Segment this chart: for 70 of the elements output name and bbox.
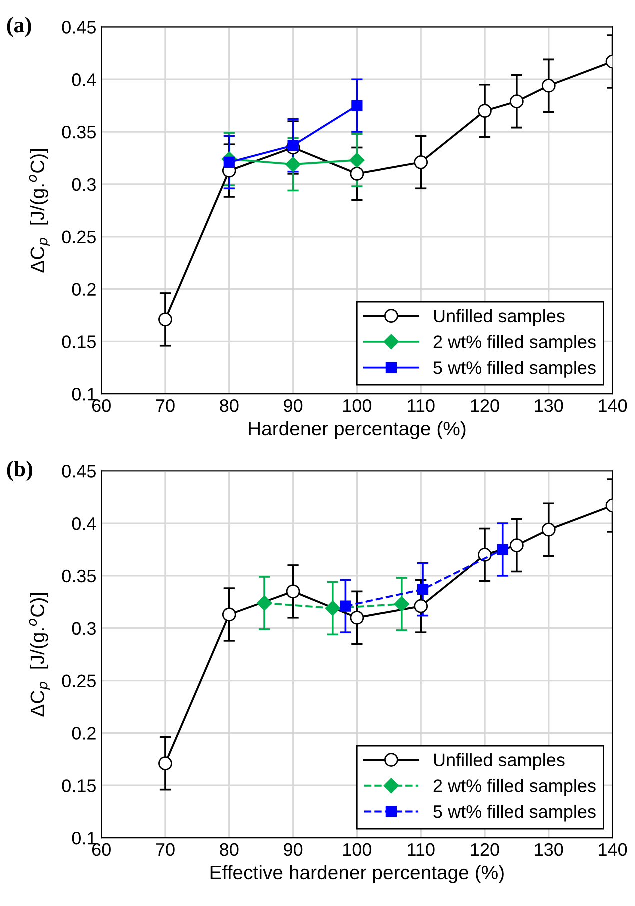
y-tick-label: 0.15 xyxy=(62,336,96,348)
point xyxy=(286,584,300,599)
point xyxy=(286,156,301,172)
point xyxy=(288,140,299,152)
point xyxy=(352,100,363,112)
text: (b) xyxy=(7,461,33,482)
y-tick-label: 0.45 xyxy=(62,21,96,34)
point xyxy=(417,584,429,596)
point xyxy=(510,538,524,552)
y-tick-label: 0.3 xyxy=(72,622,96,636)
legend-label: 2 wt% filled samples xyxy=(434,779,596,796)
point xyxy=(256,596,272,611)
x-tick-label: 120 xyxy=(471,399,500,412)
x-tick-label: 100 xyxy=(344,399,372,412)
point xyxy=(350,610,364,625)
y-tick-label: 0.4 xyxy=(72,74,96,86)
y-tick-label: 0.35 xyxy=(62,570,96,583)
x-tick-label: 130 xyxy=(535,843,564,856)
x-tick-label: 60 xyxy=(92,399,111,412)
y-tick-label: 0.25 xyxy=(62,674,96,688)
point xyxy=(350,167,364,181)
x-tick-label: 120 xyxy=(471,843,500,856)
x-tick-label: 90 xyxy=(284,843,303,856)
point xyxy=(542,78,556,93)
legend-label: 2 wt% filled samples xyxy=(434,335,596,352)
point xyxy=(542,522,556,537)
point xyxy=(350,152,365,168)
y-axis-title: ΔC$_{p}$ [J/(g.$^{o}$C)] xyxy=(29,149,50,273)
x-tick-label: 70 xyxy=(156,399,175,412)
x-tick-label: 80 xyxy=(220,843,239,856)
y-tick-label: 0.2 xyxy=(72,283,96,296)
y-tick-label: 0.3 xyxy=(72,178,96,192)
point xyxy=(158,312,172,327)
y-axis-title: ΔC$_{p}$ [J/(g.$^{o}$C)] xyxy=(29,593,50,717)
point xyxy=(478,104,492,118)
x-tick-label: 110 xyxy=(408,399,435,412)
y-tick-label: 0.45 xyxy=(62,465,96,478)
legend-label: 5 wt% filled samples xyxy=(434,804,596,822)
x-tick-label: 130 xyxy=(535,399,564,412)
legend-label: Unfilled samples xyxy=(434,309,565,326)
y-tick-label: 0.35 xyxy=(62,126,96,139)
legend-label: Unfilled samples xyxy=(434,753,565,770)
x-tick-label: 60 xyxy=(92,843,111,856)
y-tick-label: 0.25 xyxy=(62,230,96,244)
y-tick-label: 0.2 xyxy=(72,727,96,740)
point xyxy=(158,756,172,771)
x-tick-label: 110 xyxy=(408,843,435,856)
x-tick-label: 100 xyxy=(344,843,372,856)
point xyxy=(414,599,428,614)
x-axis-title: Effective hardener percentage (%) xyxy=(210,865,504,884)
x-tick-label: 80 xyxy=(220,399,239,412)
point xyxy=(414,155,428,170)
point xyxy=(510,94,524,109)
point xyxy=(224,156,235,168)
x-axis-title: Hardener percentage (%) xyxy=(249,421,466,440)
x-tick-label: 140 xyxy=(599,843,628,856)
y-tick-label: 0.4 xyxy=(72,517,96,530)
y-tick-label: 0.1 xyxy=(72,388,96,401)
point xyxy=(340,600,352,612)
x-tick-label: 140 xyxy=(599,399,628,412)
point xyxy=(222,608,236,622)
legend-label: 5 wt% filled samples xyxy=(434,361,596,378)
y-tick-label: 0.15 xyxy=(62,780,96,792)
point xyxy=(497,544,508,556)
x-tick-label: 90 xyxy=(284,399,303,412)
text: (a) xyxy=(7,17,32,38)
x-tick-label: 70 xyxy=(156,843,175,856)
point xyxy=(325,600,340,616)
point xyxy=(394,596,410,612)
y-tick-label: 0.1 xyxy=(72,832,96,845)
